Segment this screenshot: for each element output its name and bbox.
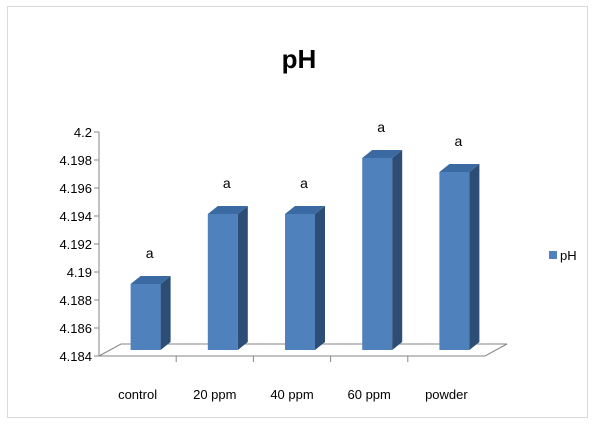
bar-side xyxy=(392,150,403,350)
y-tick-label: 4.188 xyxy=(59,293,92,308)
legend-swatch xyxy=(549,251,557,259)
y-tick-label: 4.19 xyxy=(67,265,92,280)
bar-front xyxy=(439,172,470,350)
legend: pH xyxy=(549,248,577,263)
data-label: a xyxy=(146,245,154,261)
bar-side xyxy=(237,206,248,350)
bar-top xyxy=(285,206,325,214)
bar-side xyxy=(160,276,171,350)
x-tick-label: control xyxy=(118,387,157,402)
bar-top xyxy=(130,276,171,284)
data-label: a xyxy=(300,175,308,191)
chart-title: pH xyxy=(282,44,317,74)
x-tick-label: 40 ppm xyxy=(270,387,313,402)
legend-label: pH xyxy=(560,248,577,263)
bar-side xyxy=(469,164,480,350)
bar-front xyxy=(285,214,315,350)
y-tick-label: 4.2 xyxy=(74,125,92,140)
axis-layer: 4.184 4.186 4.188 4.19 4.192 4.194 4.196 4.198 4… xyxy=(59,125,485,364)
x-tick-label: powder xyxy=(425,387,468,402)
chart-frame: pH 4.184 4.186 4.188 4.19 4.192 4.194 4.196 4.1… xyxy=(7,6,588,418)
y-tick-label: 4.184 xyxy=(59,349,92,364)
data-label: a xyxy=(377,119,385,135)
y-tick-label: 4.186 xyxy=(59,321,92,336)
y-tick-label: 4.192 xyxy=(59,237,92,252)
bar-front xyxy=(207,214,238,350)
data-label: a xyxy=(455,133,463,149)
bar-top xyxy=(362,150,403,158)
chart-svg: pH 4.1844.1864.1884.194.1924.1944.1964.1… xyxy=(59,44,577,402)
bars-layer xyxy=(130,150,480,350)
bar-front xyxy=(130,284,161,350)
y-tick-label: 4.196 xyxy=(59,181,92,196)
labels-layer: a control a 20 ppm a 40 ppm a 60 ppm a powder xyxy=(118,119,468,402)
bar-front xyxy=(362,158,393,350)
x-tick-label: 60 ppm xyxy=(348,387,391,402)
y-tick-label: 4.198 xyxy=(59,153,92,168)
bar-side xyxy=(315,206,325,350)
bar-top xyxy=(439,164,480,172)
bar-top xyxy=(207,206,248,214)
y-tick-label: 4.194 xyxy=(59,209,92,224)
x-tick-label: 20 ppm xyxy=(193,387,236,402)
data-label: a xyxy=(223,175,231,191)
